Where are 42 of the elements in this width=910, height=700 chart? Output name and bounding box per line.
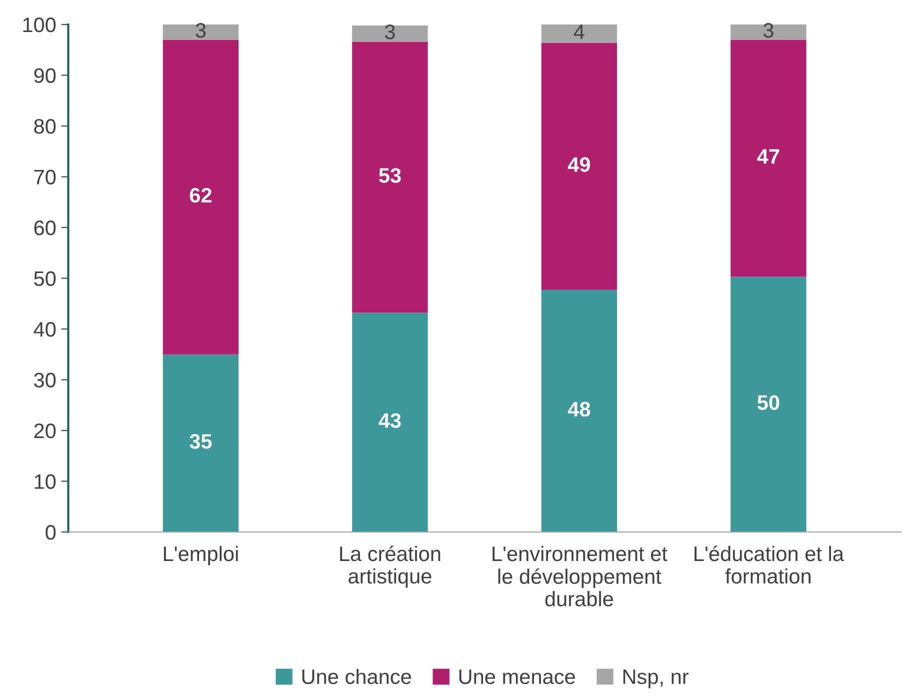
data-label: 50 (757, 395, 780, 410)
y-tick-label: 70 (34, 170, 56, 185)
bar (541, 290, 618, 532)
legend-label: Nsp, nr (623, 670, 689, 688)
bar (541, 42, 618, 290)
bar (730, 40, 806, 277)
data-label: 4 (574, 24, 584, 40)
legend-label: Une chance (302, 668, 412, 684)
bar (352, 312, 428, 532)
x-tick-label: La création artistique (340, 546, 440, 588)
y-tick-label: 90 (34, 68, 56, 84)
bar (730, 24, 806, 40)
data-label: 3 (763, 22, 774, 38)
bar (730, 276, 806, 532)
x-tick-label: L'environnement et le développement durable (492, 546, 668, 606)
y-tick-label: 40 (34, 322, 56, 337)
y-tick-label: 60 (34, 220, 56, 236)
data-label: 47 (757, 149, 780, 164)
data-label: 43 (378, 413, 401, 428)
y-tick-label: 10 (34, 474, 56, 490)
data-label: 48 (568, 402, 590, 417)
data-label: 53 (379, 168, 401, 183)
bar (162, 40, 239, 354)
x-tick-label: L'éducation et la formation (694, 546, 844, 584)
x-tick-label: L'emploi (164, 546, 238, 566)
y-tick-label: 0 (46, 525, 56, 540)
y-tick-label: 30 (34, 372, 56, 388)
y-tick-label: 80 (34, 119, 56, 134)
data-label: 62 (190, 188, 212, 203)
y-tick-label: 20 (34, 424, 56, 438)
bar (352, 26, 428, 42)
bar (162, 354, 239, 532)
bar (541, 24, 618, 43)
data-label: 3 (196, 22, 206, 38)
bar (352, 42, 428, 313)
y-tick-label: 100 (23, 18, 56, 32)
data-label: 49 (568, 157, 590, 172)
bar (162, 24, 239, 40)
data-label: 35 (190, 434, 212, 449)
legend-label: Une menace (459, 670, 575, 684)
y-tick-label: 50 (34, 271, 56, 286)
data-label: 3 (384, 24, 395, 40)
